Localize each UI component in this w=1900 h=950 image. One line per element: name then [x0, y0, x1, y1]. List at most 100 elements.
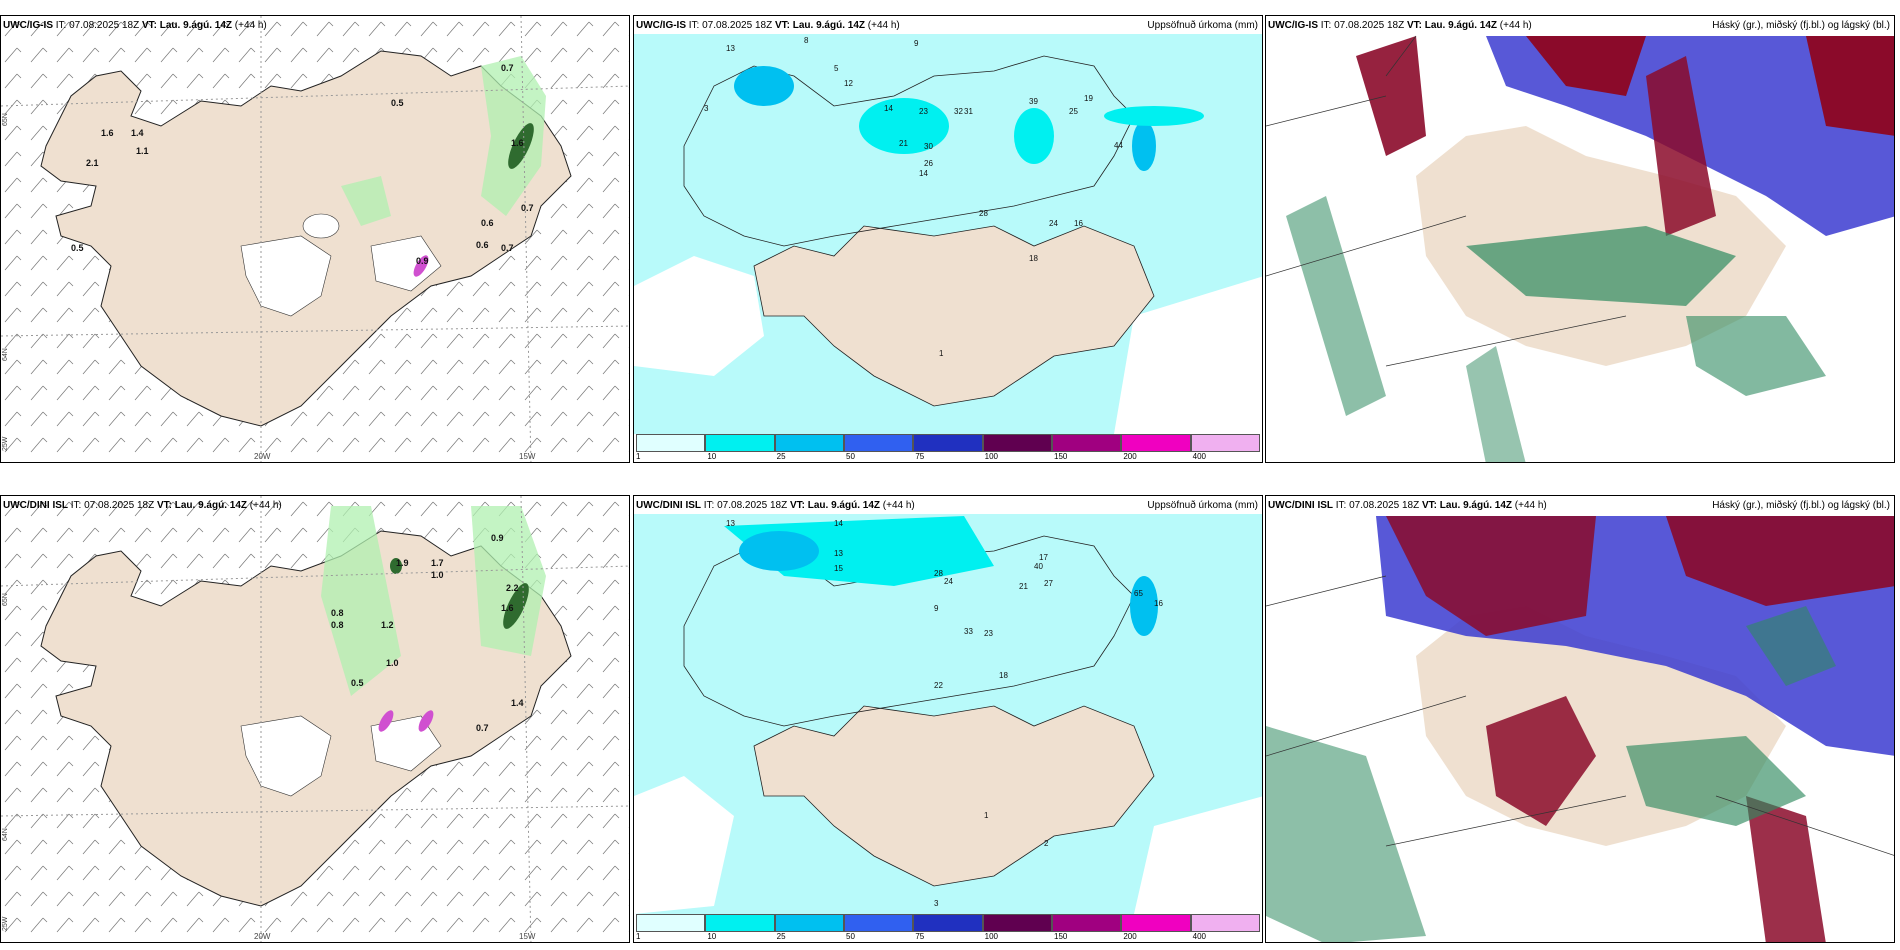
panel-clouds-dini: UWC/DINI ISL IT: 07.08.2025 18Z VT: Lau.…: [1265, 495, 1895, 943]
cloud-map-bottom: [1266, 496, 1894, 942]
wind-value-labels: 0.9 1.9 1.7 1.0 2.2 1.6 0.8 0.8 1.2 0.5 1.0 1.4 0.7: [331, 533, 524, 733]
value-label: 0.8: [331, 608, 344, 618]
value-label: 19: [1084, 94, 1093, 103]
colorbar-segment: [1121, 434, 1191, 452]
value-label: 31: [964, 107, 973, 116]
colorbar-tick-label: 1: [636, 932, 641, 941]
value-label: 0.7: [521, 203, 534, 213]
value-label: 40: [1034, 562, 1043, 571]
panel-header: UWC/IG-IS IT: 07.08.2025 18Z VT: Lau. 9.…: [636, 20, 900, 31]
colorbar-tick-label: 50: [846, 452, 855, 461]
value-label: 9: [934, 604, 939, 613]
lat-label-64: 64N: [2, 348, 9, 361]
colorbar-segment: [982, 434, 1052, 452]
value-label: 39: [1029, 97, 1038, 106]
colorbar-segment: [705, 914, 775, 932]
panel-clouds-igis: UWC/IG-IS IT: 07.08.2025 18Z VT: Lau. 9.…: [1265, 15, 1895, 463]
precip-colorbar: [636, 914, 1260, 932]
colorbar-tick-label: 25: [776, 452, 786, 461]
panel-variable-title: Háský (gr.), miðský (fj.bl.) og lágský (…: [1712, 500, 1890, 511]
panel-wind-igis: UWC/IG-IS IT: 07.08.2025 18Z VT: Lau. 9.…: [0, 15, 630, 463]
value-label: 13: [726, 519, 735, 528]
colorbar-tick-label: 150: [1054, 932, 1068, 941]
value-label: 14: [919, 169, 928, 178]
panel-wind-dini: UWC/DINI ISL IT: 07.08.2025 18Z VT: Lau.…: [0, 495, 630, 943]
precip-colorbar-labels: 1 10 25 50 75 100 150 200 400: [636, 452, 1260, 462]
value-label: 25: [1069, 107, 1078, 116]
colorbar-segment: [843, 434, 914, 452]
value-label: 0.6: [476, 240, 489, 250]
colorbar-segment: [913, 914, 983, 932]
value-label: 0.5: [351, 678, 364, 688]
value-label: 1.9: [396, 558, 409, 568]
value-label: 16: [1154, 599, 1163, 608]
value-label: 2: [1044, 839, 1049, 848]
value-label: 1.4: [131, 128, 144, 138]
value-label: 0.7: [501, 243, 514, 253]
colorbar-tick-label: 10: [707, 452, 717, 461]
colorbar-tick-label: 10: [707, 932, 717, 941]
panel-variable-title: Uppsöfnuð úrkoma (mm): [1147, 20, 1258, 31]
precip-colorbar-labels: 1 10 25 50 75 100 150 200 400: [636, 932, 1260, 942]
panel-header: UWC/DINI ISL IT: 07.08.2025 18Z VT: Lau.…: [1268, 500, 1547, 511]
value-label: 22: [934, 681, 943, 690]
wind-map-bottom: 0.9 1.9 1.7 1.0 2.2 1.6 0.8 0.8 1.2 0.5 1.0 1.4 0.7: [1, 496, 629, 942]
value-label: 24: [1049, 219, 1058, 228]
value-label: 28: [934, 569, 943, 578]
value-label: 2.2: [506, 583, 519, 593]
lon-label-25w: 25W: [2, 916, 9, 931]
colorbar-segment: [705, 434, 775, 452]
colorbar-segment: [843, 914, 914, 932]
panel-variable-title: Uppsöfnuð úrkoma (mm): [1147, 500, 1258, 511]
colorbar-segment: [636, 434, 706, 452]
cloud-map-top: [1266, 16, 1894, 462]
value-label: 0.7: [501, 63, 514, 73]
value-label: 24: [944, 577, 953, 586]
value-label: 18: [999, 671, 1008, 680]
value-label: 3: [934, 899, 939, 908]
value-label: 1.0: [386, 658, 399, 668]
value-label: 1.1: [136, 146, 149, 156]
value-label: 3: [704, 104, 709, 113]
value-label: 2.1: [86, 158, 99, 168]
value-label: 23: [984, 629, 993, 638]
value-label: 14: [884, 104, 893, 113]
value-label: 1.4: [511, 698, 524, 708]
value-label: 0.9: [416, 256, 429, 266]
value-label: 21: [1019, 582, 1028, 591]
precip-colorbar: [636, 434, 1260, 452]
value-label: 9: [914, 39, 919, 48]
colorbar-segment: [913, 434, 983, 452]
colorbar-tick-label: 200: [1123, 452, 1137, 461]
value-label: 17: [1039, 553, 1048, 562]
value-label: 0.5: [391, 98, 404, 108]
value-label: 26: [924, 159, 933, 168]
colorbar-segment: [1190, 914, 1260, 932]
colorbar-segment: [636, 914, 706, 932]
panel-header: UWC/DINI ISL IT: 07.08.2025 18Z VT: Lau.…: [3, 500, 282, 511]
value-label: 15: [834, 564, 843, 573]
colorbar-segment: [774, 914, 844, 932]
value-label: 44: [1114, 141, 1123, 150]
value-label: 33: [964, 627, 973, 636]
lon-label-20w: 20W: [254, 932, 271, 941]
value-label: 0.5: [71, 243, 84, 253]
value-label: 30: [924, 142, 933, 151]
lat-label-65: 65N: [2, 113, 9, 126]
value-label: 13: [834, 549, 843, 558]
value-label: 1.7: [431, 558, 444, 568]
value-label: 1.6: [511, 138, 524, 148]
value-label: 13: [726, 44, 735, 53]
colorbar-segment: [774, 434, 844, 452]
value-label: 28: [979, 209, 988, 218]
colorbar-tick-label: 400: [1192, 452, 1207, 461]
value-label: 23: [919, 107, 928, 116]
value-label: 12: [844, 79, 853, 88]
colorbar-tick-label: 25: [776, 932, 786, 941]
value-label: 27: [1044, 579, 1053, 588]
lon-label-15w: 15W: [519, 932, 536, 941]
lat-label-64: 64N: [2, 828, 9, 841]
panel-header: UWC/DINI ISL IT: 07.08.2025 18Z VT: Lau.…: [636, 500, 915, 511]
